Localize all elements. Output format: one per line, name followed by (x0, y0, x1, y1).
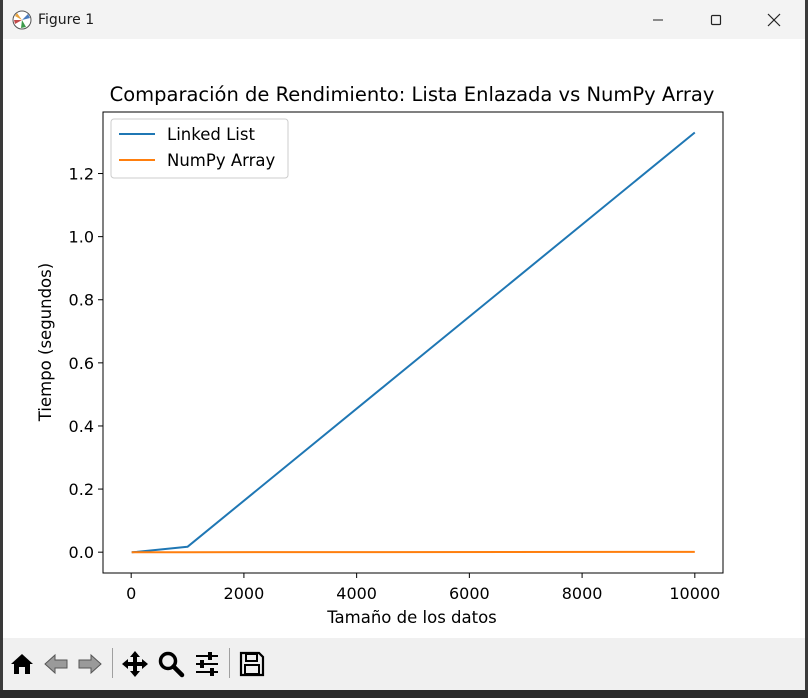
navigation-toolbar (3, 638, 805, 690)
y-axis-label: Tiempo (segundos) (36, 263, 55, 422)
forward-arrow-icon (78, 653, 102, 675)
configure-subplots-icon (196, 652, 218, 676)
zoom-button[interactable] (155, 647, 187, 681)
figure-window: Figure 1 Comparación de Rendimiento: Lis… (3, 0, 805, 698)
line-chart: Comparación de Rendimiento: Lista Enlaza… (36, 83, 724, 627)
taskbar-edge (0, 690, 808, 698)
minimize-button[interactable] (629, 0, 687, 39)
y-tick-label: 1.2 (69, 165, 94, 184)
window-title: Figure 1 (38, 12, 95, 28)
home-icon (11, 654, 33, 674)
configure-subplots-button[interactable] (191, 647, 223, 681)
y-tick-label: 1.0 (69, 228, 94, 247)
y-tick-label: 0.0 (69, 543, 94, 562)
x-tick-label: 2000 (224, 584, 265, 603)
y-tick-label: 0.4 (69, 417, 94, 436)
x-tick-label: 10000 (669, 584, 720, 603)
legend-label-numpy-array: NumPy Array (167, 151, 276, 170)
zoom-icon (158, 651, 185, 678)
x-tick-label: 8000 (562, 584, 603, 603)
home-button[interactable] (6, 647, 38, 681)
legend-frame (110, 118, 289, 179)
matplotlib-app-icon (12, 10, 32, 30)
back-arrow-icon (44, 653, 68, 675)
pan-icon (122, 651, 148, 677)
x-tick-label: 6000 (449, 584, 490, 603)
y-tick-label: 0.8 (69, 291, 94, 310)
close-button[interactable] (745, 0, 803, 39)
title-bar[interactable]: Figure 1 (3, 0, 805, 39)
figure-canvas[interactable]: Comparación de Rendimiento: Lista Enlaza… (3, 39, 805, 638)
save-icon (239, 651, 265, 677)
x-tick-label: 4000 (336, 584, 377, 603)
y-tick-label: 0.6 (69, 354, 94, 373)
chart-title: Comparación de Rendimiento: Lista Enlaza… (110, 83, 715, 106)
plot-area (102, 111, 724, 574)
save-button[interactable] (236, 647, 268, 681)
maximize-icon (710, 14, 722, 25)
back-button[interactable] (40, 647, 72, 681)
axis-ticks: 0 2000 4000 6000 8000 10000 0.0 0.2 0.4 0.6 0.8 1.0… (69, 165, 721, 603)
series-lines (131, 131, 696, 554)
x-axis-label: Tamaño de los datos (326, 608, 497, 627)
pan-button[interactable] (119, 647, 151, 681)
minimize-icon (653, 19, 663, 20)
legend-label-linked-list: Linked List (167, 125, 255, 144)
legend: Linked List NumPy Array (110, 118, 289, 179)
x-tick-label: 0 (126, 584, 136, 603)
forward-button[interactable] (74, 647, 106, 681)
maximize-button[interactable] (687, 0, 745, 39)
close-icon (767, 13, 781, 26)
y-tick-label: 0.2 (69, 480, 94, 499)
toolbar-separator (229, 648, 230, 678)
toolbar-separator (112, 648, 113, 678)
